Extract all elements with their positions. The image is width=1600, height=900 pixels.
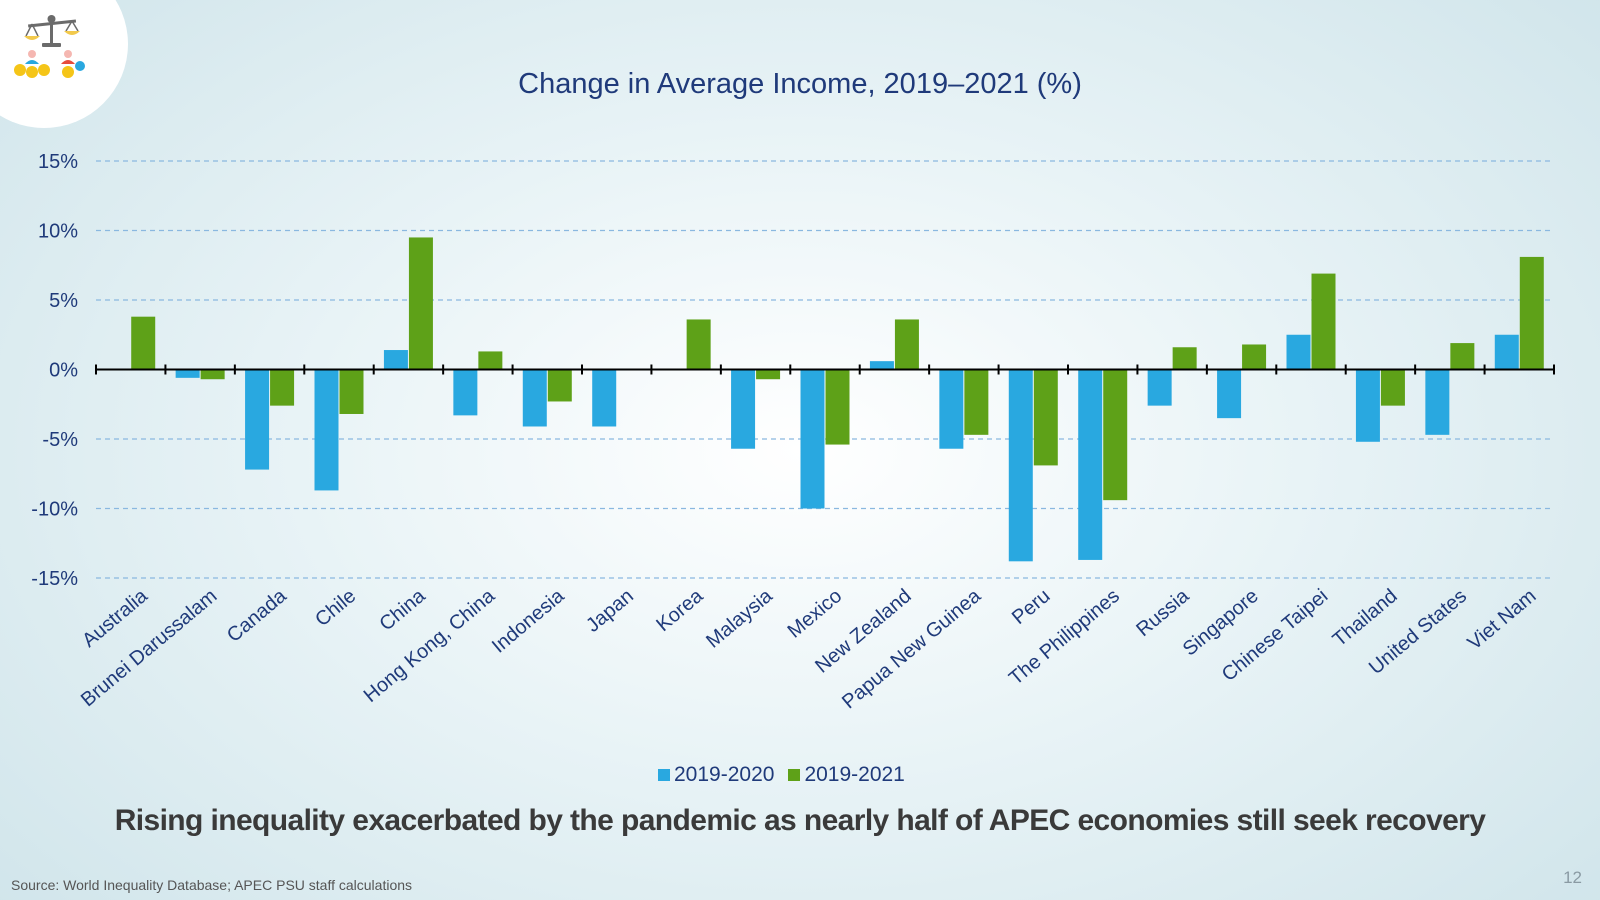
bar-2019-2020-new-zealand <box>869 361 894 370</box>
bar-2019-2021-brunei-darussalam <box>200 369 225 380</box>
x-tick-label: Canada <box>223 584 291 646</box>
legend-swatch-2019-2020 <box>658 769 670 781</box>
y-tick-label: 0% <box>49 360 78 382</box>
x-tick-label: Hong Kong, China <box>360 584 500 706</box>
bar-2019-2021-russia <box>1172 347 1197 370</box>
bar-2019-2020-brunei-darussalam <box>175 369 200 378</box>
page-number: 12 <box>1563 868 1582 887</box>
bar-2019-2020-canada <box>245 369 270 470</box>
bar-2019-2020-russia <box>1147 369 1172 406</box>
bar-2019-2021-papua-new-guinea <box>964 369 989 435</box>
bar-2019-2020-the-philippines <box>1078 369 1103 560</box>
y-tick-label: 5% <box>49 290 78 312</box>
bar-2019-2021-chinese-taipei <box>1311 273 1336 370</box>
bars <box>131 237 1544 562</box>
x-tick-label: Russia <box>1132 584 1194 641</box>
bar-2019-2020-papua-new-guinea <box>939 369 964 449</box>
bar-2019-2021-united-states <box>1450 343 1475 370</box>
bar-2019-2021-hong-kong-china <box>478 351 503 370</box>
chart-title: Change in Average Income, 2019–2021 (%) <box>518 68 1082 100</box>
bar-2019-2020-hong-kong-china <box>453 369 478 416</box>
bar-2019-2020-malaysia <box>731 369 756 449</box>
x-tick-label: Korea <box>652 584 708 636</box>
bar-2019-2021-australia <box>131 316 156 370</box>
y-tick-label: -10% <box>31 499 78 521</box>
scales-of-justice-people-coins-icon <box>14 15 85 78</box>
y-tick-label: 15% <box>38 151 78 173</box>
bar-2019-2021-chile <box>339 369 364 414</box>
x-tick-label: Chile <box>311 585 360 631</box>
bar-2019-2020-chinese-taipei <box>1286 334 1311 370</box>
y-tick-label: 10% <box>38 221 78 243</box>
y-tick-label: -5% <box>42 429 78 451</box>
legend-label-2019-2020: 2019-2020 <box>674 763 775 786</box>
bar-2019-2021-korea <box>686 319 711 370</box>
bar-2019-2020-viet-nam <box>1494 334 1519 370</box>
gridlines <box>96 160 1554 579</box>
x-tick-label: Mexico <box>784 585 847 643</box>
bar-2019-2021-mexico <box>825 369 850 445</box>
source-note: Source: World Inequality Database; APEC … <box>11 877 413 893</box>
bar-2019-2021-peru <box>1033 369 1058 466</box>
bar-2019-2020-thailand <box>1355 369 1380 442</box>
legend-label-2019-2021: 2019-2021 <box>804 763 905 786</box>
bar-2019-2020-chile <box>314 369 339 491</box>
bar-2019-2020-china <box>383 350 408 370</box>
bar-2019-2021-viet-nam <box>1519 256 1544 370</box>
legend-swatch-2019-2021 <box>788 769 801 781</box>
bar-2019-2021-new-zealand <box>894 319 919 370</box>
bar-2019-2020-mexico <box>800 369 825 509</box>
bar-2019-2020-singapore <box>1217 369 1242 419</box>
bar-2019-2021-thailand <box>1380 369 1405 406</box>
bar-2019-2021-singapore <box>1242 344 1267 370</box>
legend-item-2019-2021: 2019-2021 <box>788 763 905 787</box>
legend-item-2019-2020: 2019-2020 <box>658 763 774 787</box>
x-tick-label: Indonesia <box>488 584 569 657</box>
slide-headline: Rising inequality exacerbated by the pan… <box>114 804 1486 837</box>
zero-axis <box>95 364 1555 375</box>
x-tick-label: China <box>375 584 430 635</box>
x-tick-label: Malaysia <box>702 584 777 652</box>
bar-2019-2021-indonesia <box>547 369 572 402</box>
y-axis-ticks: 15% 10% 5% 0% -5% -10% -15% <box>31 151 78 590</box>
bar-2019-2020-indonesia <box>522 369 547 427</box>
logo-badge <box>0 0 128 128</box>
bar-2019-2021-china <box>408 237 433 370</box>
x-tick-label: Japan <box>582 585 638 637</box>
x-tick-label: Peru <box>1008 585 1055 629</box>
chart-legend: 2019-2020 2019-2021 <box>658 763 919 787</box>
bar-2019-2020-japan <box>592 369 617 427</box>
bar-2019-2020-peru <box>1008 369 1033 562</box>
x-tick-label: Viet Nam <box>1464 585 1541 654</box>
bar-2019-2021-malaysia <box>756 369 781 380</box>
bar-2019-2020-united-states <box>1425 369 1450 435</box>
bar-2019-2021-canada <box>270 369 295 406</box>
bar-2019-2021-the-philippines <box>1103 369 1128 501</box>
y-tick-label: -15% <box>31 568 78 590</box>
